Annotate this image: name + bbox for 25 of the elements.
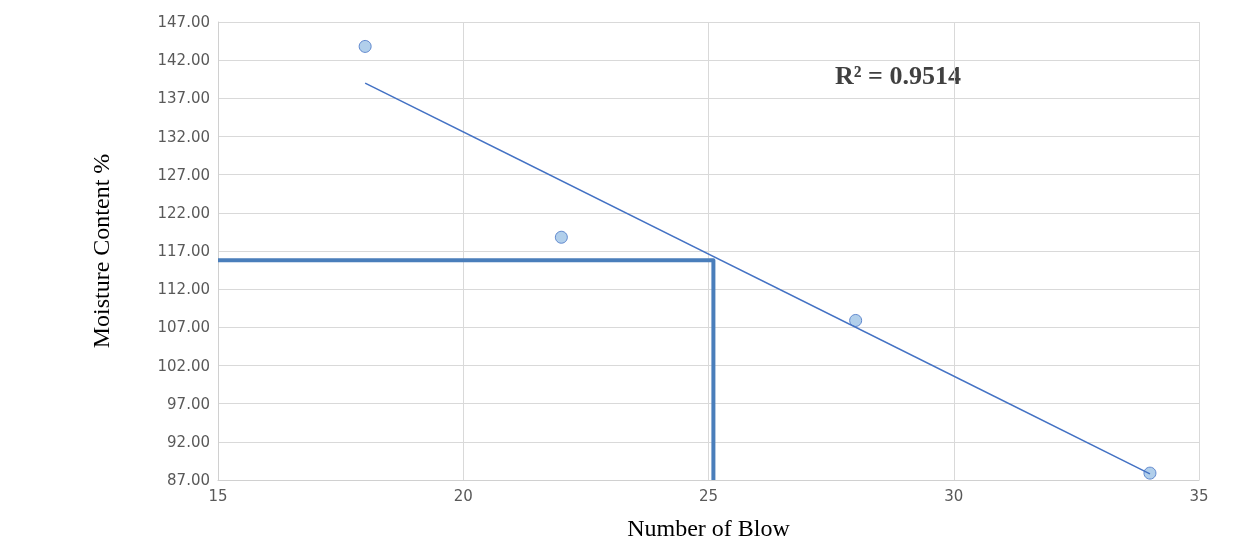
y-tick-label: 132.00 bbox=[157, 127, 210, 146]
x-tick-label: 25 bbox=[698, 486, 719, 505]
y-tick-label: 87.00 bbox=[167, 471, 210, 489]
point bbox=[849, 313, 863, 327]
y-tick-label: 102.00 bbox=[157, 356, 210, 375]
y-tick-label: 142.00 bbox=[157, 51, 210, 70]
x-tick-label: 15 bbox=[208, 486, 228, 505]
x-tick-label: 20 bbox=[453, 486, 473, 505]
x-axis-title: Number of Blow bbox=[627, 515, 791, 541]
y-tick-label: 107.00 bbox=[157, 318, 210, 337]
y-tick-label: 137.00 bbox=[157, 89, 210, 108]
x-tick-label: 30 bbox=[944, 486, 964, 505]
y-tick-label: 127.00 bbox=[157, 165, 210, 184]
y-tick-label: 147.00 bbox=[157, 13, 210, 31]
point bbox=[554, 230, 568, 244]
x-tick-label: 35 bbox=[1189, 486, 1209, 505]
y-axis-title: Moisture Content % bbox=[88, 153, 114, 349]
point bbox=[1143, 466, 1157, 480]
y-tick-label: 112.00 bbox=[157, 280, 210, 299]
y-tick-label: 92.00 bbox=[167, 432, 210, 451]
y-tick-label: 117.00 bbox=[157, 242, 210, 260]
point bbox=[358, 39, 372, 53]
y-tick-label: 97.00 bbox=[167, 394, 210, 413]
y-tick-label: 122.00 bbox=[157, 203, 210, 222]
annotation: R² = 0.9514 bbox=[835, 60, 961, 90]
